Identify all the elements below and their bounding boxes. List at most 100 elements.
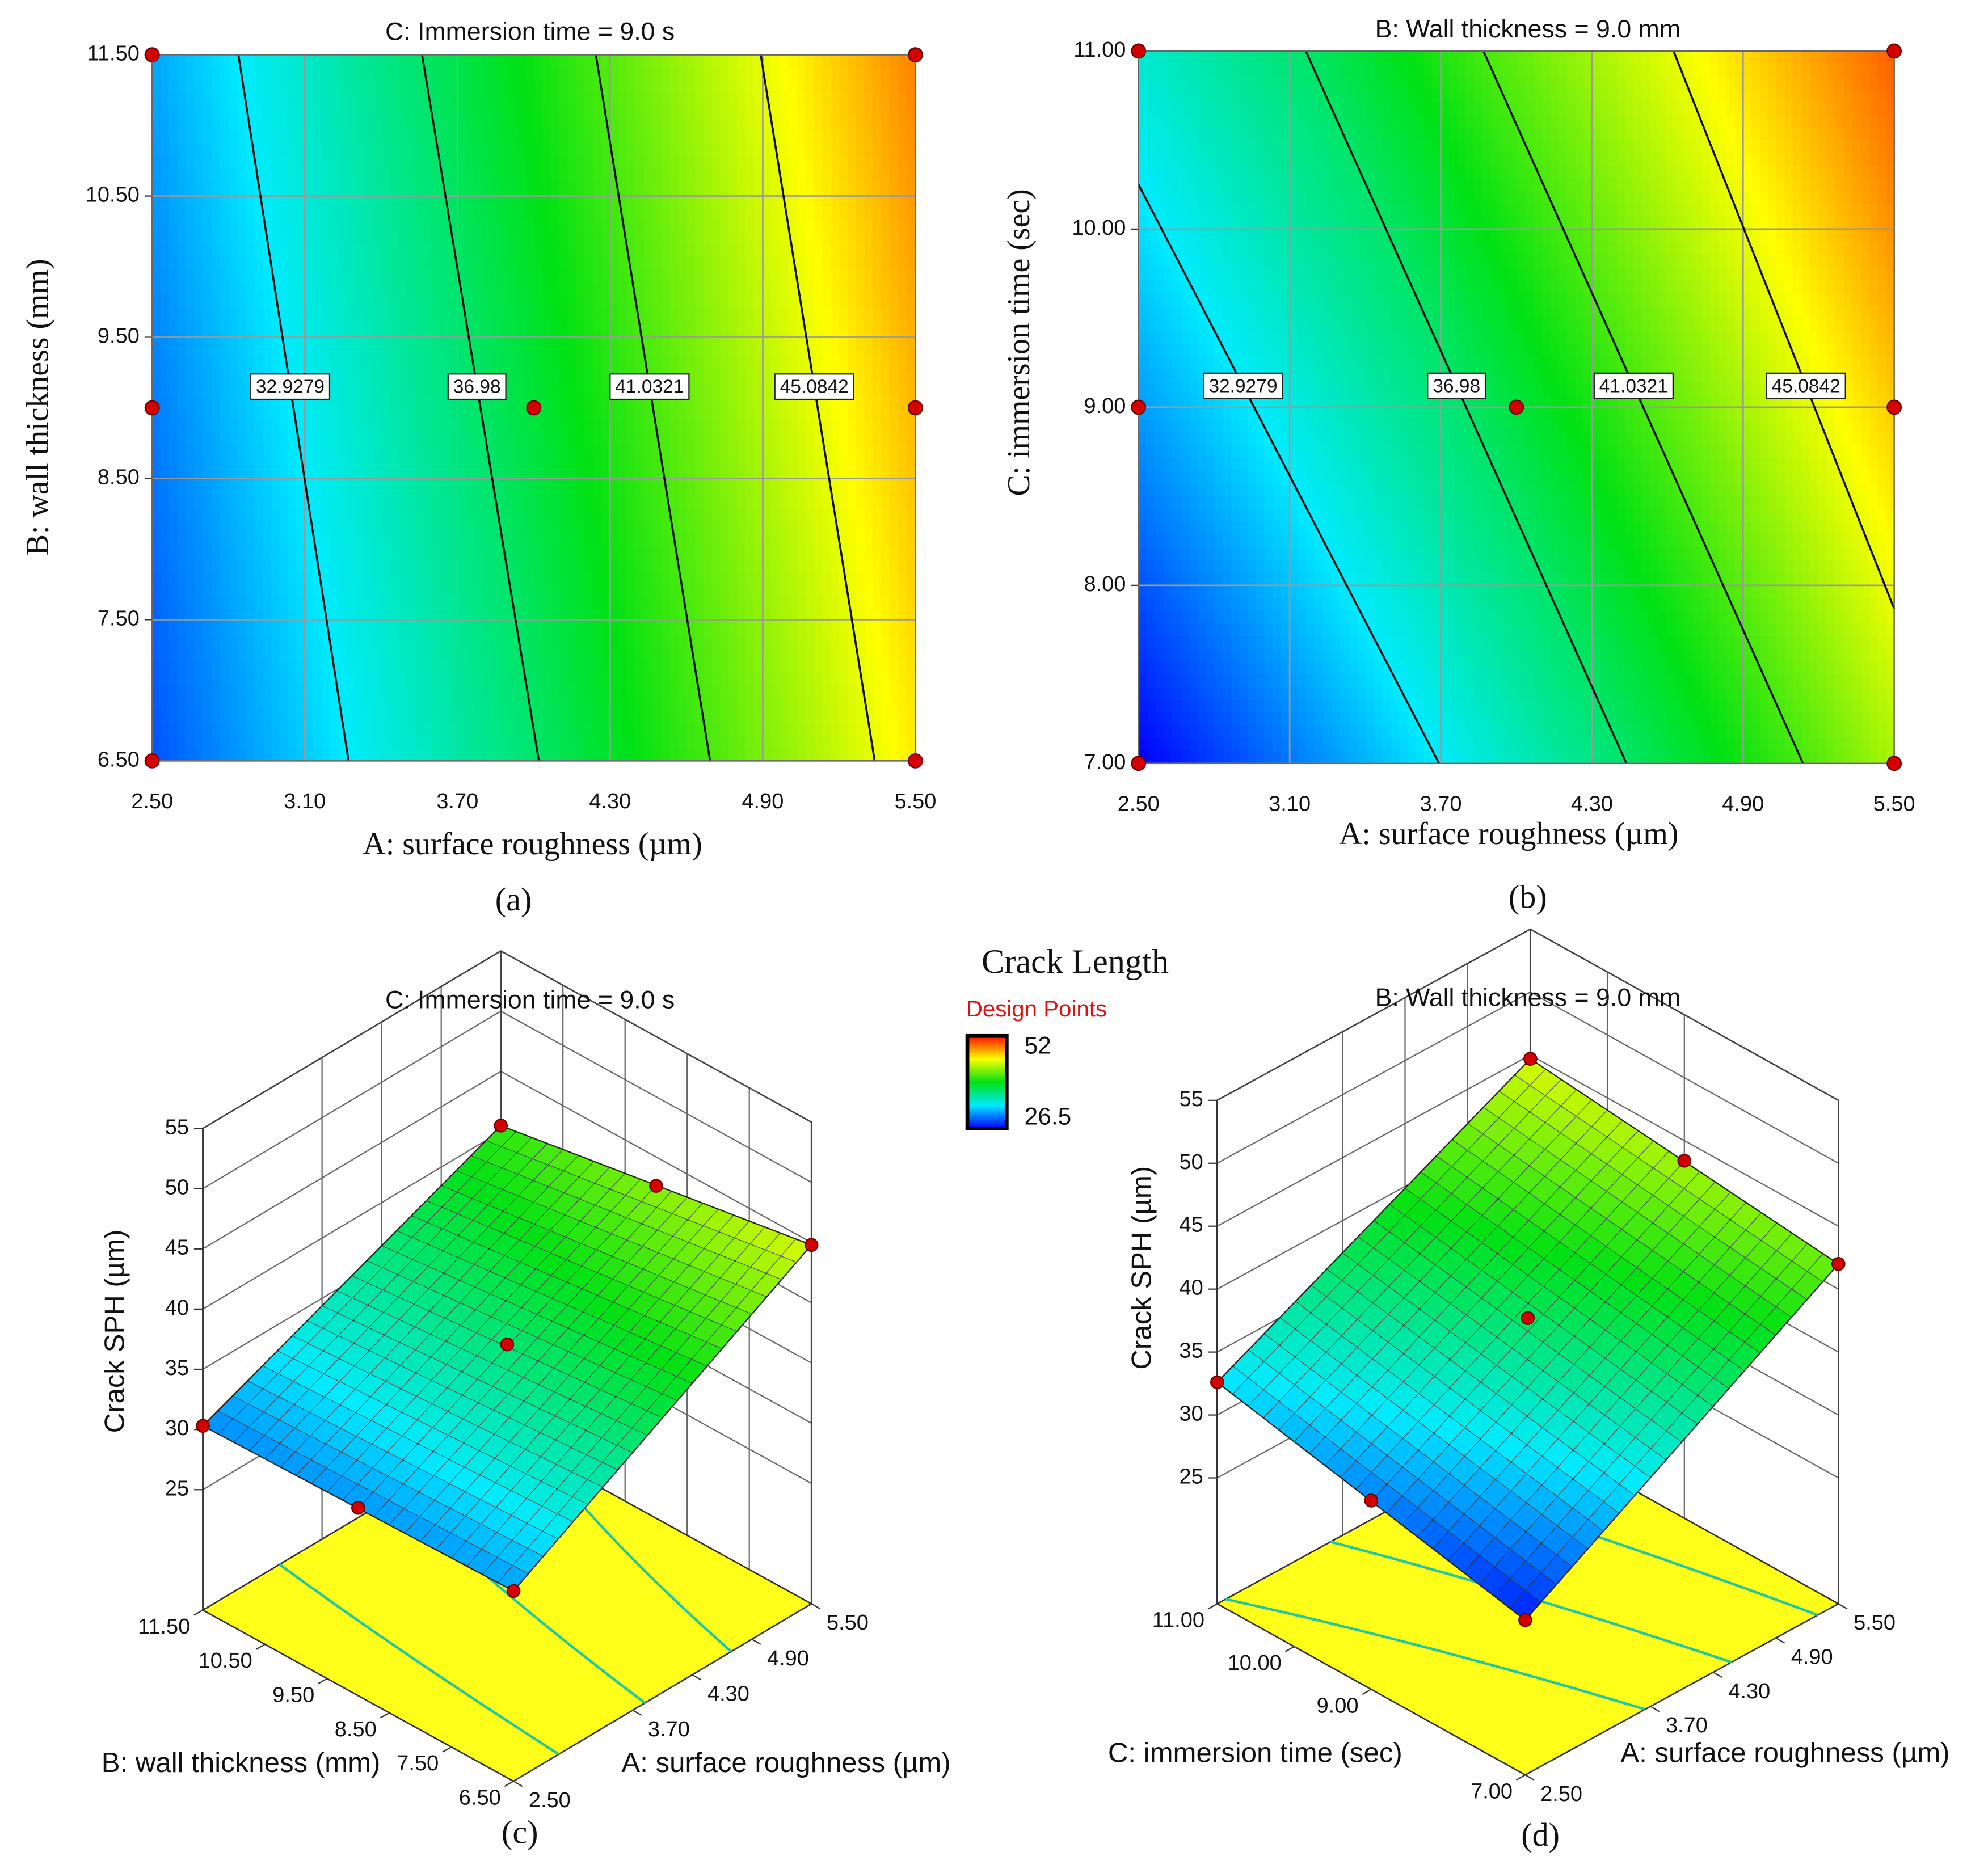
field-cell: [780, 660, 789, 674]
field-cell: [245, 735, 255, 749]
field-cell: [279, 54, 289, 69]
field-cell: [466, 80, 475, 94]
field-cell: [907, 597, 916, 610]
field-cell: [839, 622, 849, 636]
field-cell: [237, 231, 246, 245]
field-cell: [542, 420, 552, 434]
field-cell: [780, 319, 789, 333]
field-cell: [627, 54, 637, 69]
field-cell: [728, 294, 738, 308]
field-cell: [288, 647, 297, 661]
field-cell: [313, 168, 323, 182]
field-cell: [288, 307, 297, 320]
field-cell: [754, 256, 764, 270]
field-cell: [763, 685, 772, 699]
field-cell: [220, 218, 230, 233]
field-cell: [279, 180, 289, 195]
field-cell: [746, 143, 755, 157]
field-cell: [339, 67, 348, 81]
field-cell: [296, 357, 306, 371]
field-cell: [830, 332, 840, 346]
field-cell: [847, 80, 857, 94]
field-cell: [703, 571, 713, 585]
field-cell: [364, 105, 374, 119]
field-cell: [211, 635, 221, 648]
field-cell: [881, 218, 891, 233]
field-cell: [822, 559, 832, 573]
field-cell: [330, 281, 340, 296]
field-cell: [423, 130, 433, 144]
field-cell: [211, 685, 221, 699]
field-cell: [245, 597, 255, 610]
field-cell: [423, 395, 433, 409]
field-cell: [907, 231, 916, 245]
field-cell: [746, 660, 755, 674]
field-cell: [559, 483, 568, 497]
field-cell: [381, 571, 391, 585]
field-cell: [788, 218, 798, 233]
field-cell: [406, 407, 416, 421]
field-cell: [194, 672, 204, 686]
field-cell: [703, 244, 713, 258]
field-cell: [635, 546, 645, 560]
field-cell: [220, 117, 230, 132]
field-cell: [347, 155, 357, 170]
field-cell: [601, 206, 611, 220]
field-cell: [805, 445, 815, 459]
field-cell: [516, 231, 527, 245]
field-cell: [322, 508, 331, 522]
field-cell: [161, 67, 170, 81]
field-cell: [694, 92, 705, 106]
field-cell: [178, 521, 187, 535]
field-cell: [576, 496, 586, 510]
field-cell: [771, 521, 781, 535]
field-cell: [169, 420, 179, 434]
field-cell: [423, 647, 433, 661]
field-cell: [288, 559, 297, 573]
field-cell: [805, 521, 815, 535]
field-cell: [567, 496, 577, 510]
field-cell: [661, 420, 671, 434]
field-cell: [610, 710, 620, 724]
field-cell: [669, 92, 679, 106]
field-cell: [254, 635, 263, 648]
field-cell: [780, 458, 789, 472]
field-cell: [228, 344, 238, 358]
field-cell: [567, 117, 577, 132]
field-cell: [754, 660, 764, 674]
field-cell: [440, 218, 450, 233]
field-cell: [398, 307, 407, 320]
field-cell: [559, 672, 568, 686]
field-cell: [389, 307, 399, 320]
field-cell: [211, 143, 221, 157]
field-cell: [814, 483, 823, 497]
field-cell: [389, 508, 399, 522]
field-cell: [491, 546, 501, 560]
field-cell: [728, 534, 738, 547]
field-cell: [881, 660, 891, 674]
field-cell: [500, 231, 509, 245]
field-cell: [398, 420, 407, 434]
field-cell: [254, 471, 263, 484]
field-cell: [576, 193, 586, 207]
field-cell: [220, 231, 230, 245]
field-cell: [542, 244, 552, 258]
field-cell: [856, 319, 866, 333]
field-cell: [711, 231, 721, 245]
field-cell: [864, 218, 874, 233]
field-cell: [746, 508, 755, 522]
field-cell: [364, 80, 374, 94]
field-cell: [254, 218, 263, 233]
field-cell: [576, 180, 586, 195]
field-cell: [279, 597, 289, 610]
field-cell: [161, 54, 170, 69]
field-cell: [203, 54, 213, 69]
field-cell: [525, 735, 535, 749]
field-cell: [881, 80, 891, 94]
field-cell: [771, 256, 781, 270]
field-cell: [677, 458, 688, 472]
field-cell: [339, 218, 348, 233]
field-cell: [907, 433, 916, 447]
field-cell: [271, 710, 280, 724]
field-cell: [703, 206, 713, 220]
